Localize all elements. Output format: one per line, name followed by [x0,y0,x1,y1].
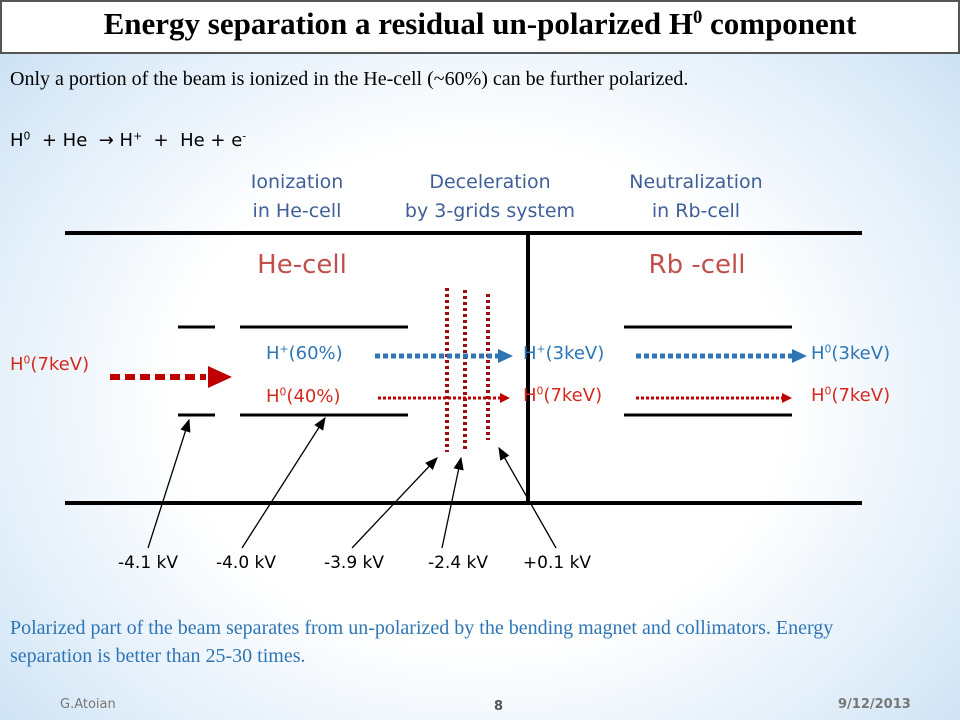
text-segment: H [811,343,825,364]
text-segment: H [10,130,24,151]
text-segment: (3keV) [831,343,891,364]
stage-line: Neutralization [629,171,763,193]
stage: Neutralization in Rb-cell [576,168,816,226]
voltage: -3.9 kV [323,553,385,573]
voltage: +0.1 kV [522,553,592,573]
beam-label: H0(40%) [266,386,340,407]
stage-line: by 3-grids system [404,200,576,222]
text-segment: H [811,385,825,406]
text-segment: (40%) [286,386,341,407]
cell-label: He-cell [257,250,347,280]
voltage: -4.1 kV [117,553,179,573]
intro: Only a portion of the beam is ionized in… [10,68,689,90]
beam-label: H0(3keV) [811,343,890,364]
text-segment: Energy separation a residual un-polarize… [103,6,693,41]
text-segment: (7keV) [831,385,891,406]
beam-label: H0(7keV) [523,385,602,406]
beam-label: H0(7keV) [811,385,890,406]
grids [445,288,490,452]
stage-line: in Rb-cell [651,200,741,222]
text-segment: + He → H [30,130,134,151]
text-segment: H [523,385,537,406]
superscript: + [279,342,289,356]
text-segment: (3keV) [545,343,605,364]
text-segment: H [10,354,24,375]
superscript: 0 [536,384,544,398]
text-segment: (7keV) [30,354,90,375]
beam-label: H+(60%) [266,343,343,364]
text-segment: H [523,343,537,364]
stage: Ionization in He-cell [177,168,417,226]
superscript: + [536,342,546,356]
voltage: -2.4 kV [427,553,489,573]
text-segment: component [702,6,857,41]
beam-arrows [110,349,807,403]
superscript: - [242,129,247,143]
superscript: 0 [824,384,832,398]
cell-walls [65,231,862,505]
text-segment: H [266,386,280,407]
superscript: 0 [23,353,31,367]
electrodes [178,325,792,417]
text-segment: (60%) [288,343,343,364]
superscript: + [133,129,143,143]
title-box [0,0,960,54]
cell-label: Rb -cell [648,250,746,280]
superscript: 0 [692,6,703,28]
stage-line: Deceleration [429,171,551,193]
text-segment: (7keV) [543,385,603,406]
footer-author: G.Atoian [60,697,116,712]
stage-line: Ionization [250,171,344,193]
superscript: 0 [279,385,287,399]
footer-page: 8 [494,699,504,714]
conclusion: Polarized part of the beam separates fro… [10,617,834,667]
stage-line: in He-cell [252,200,342,222]
reaction: H0 + He → H+ + He + e- [10,130,246,151]
text-segment: H [266,343,280,364]
pointers [147,416,557,549]
beam-label: H+(3keV) [523,343,604,364]
title: Energy separation a residual un-polarize… [0,6,960,42]
beam-label: H0(7keV) [10,354,89,375]
superscript: 0 [23,129,31,143]
text-segment: + He + e [142,130,243,151]
footer-date: 9/12/2013 [838,697,911,712]
stage: Deceleration by 3-grids system [370,168,610,226]
voltage: -4.0 kV [215,553,277,573]
superscript: 0 [824,342,832,356]
